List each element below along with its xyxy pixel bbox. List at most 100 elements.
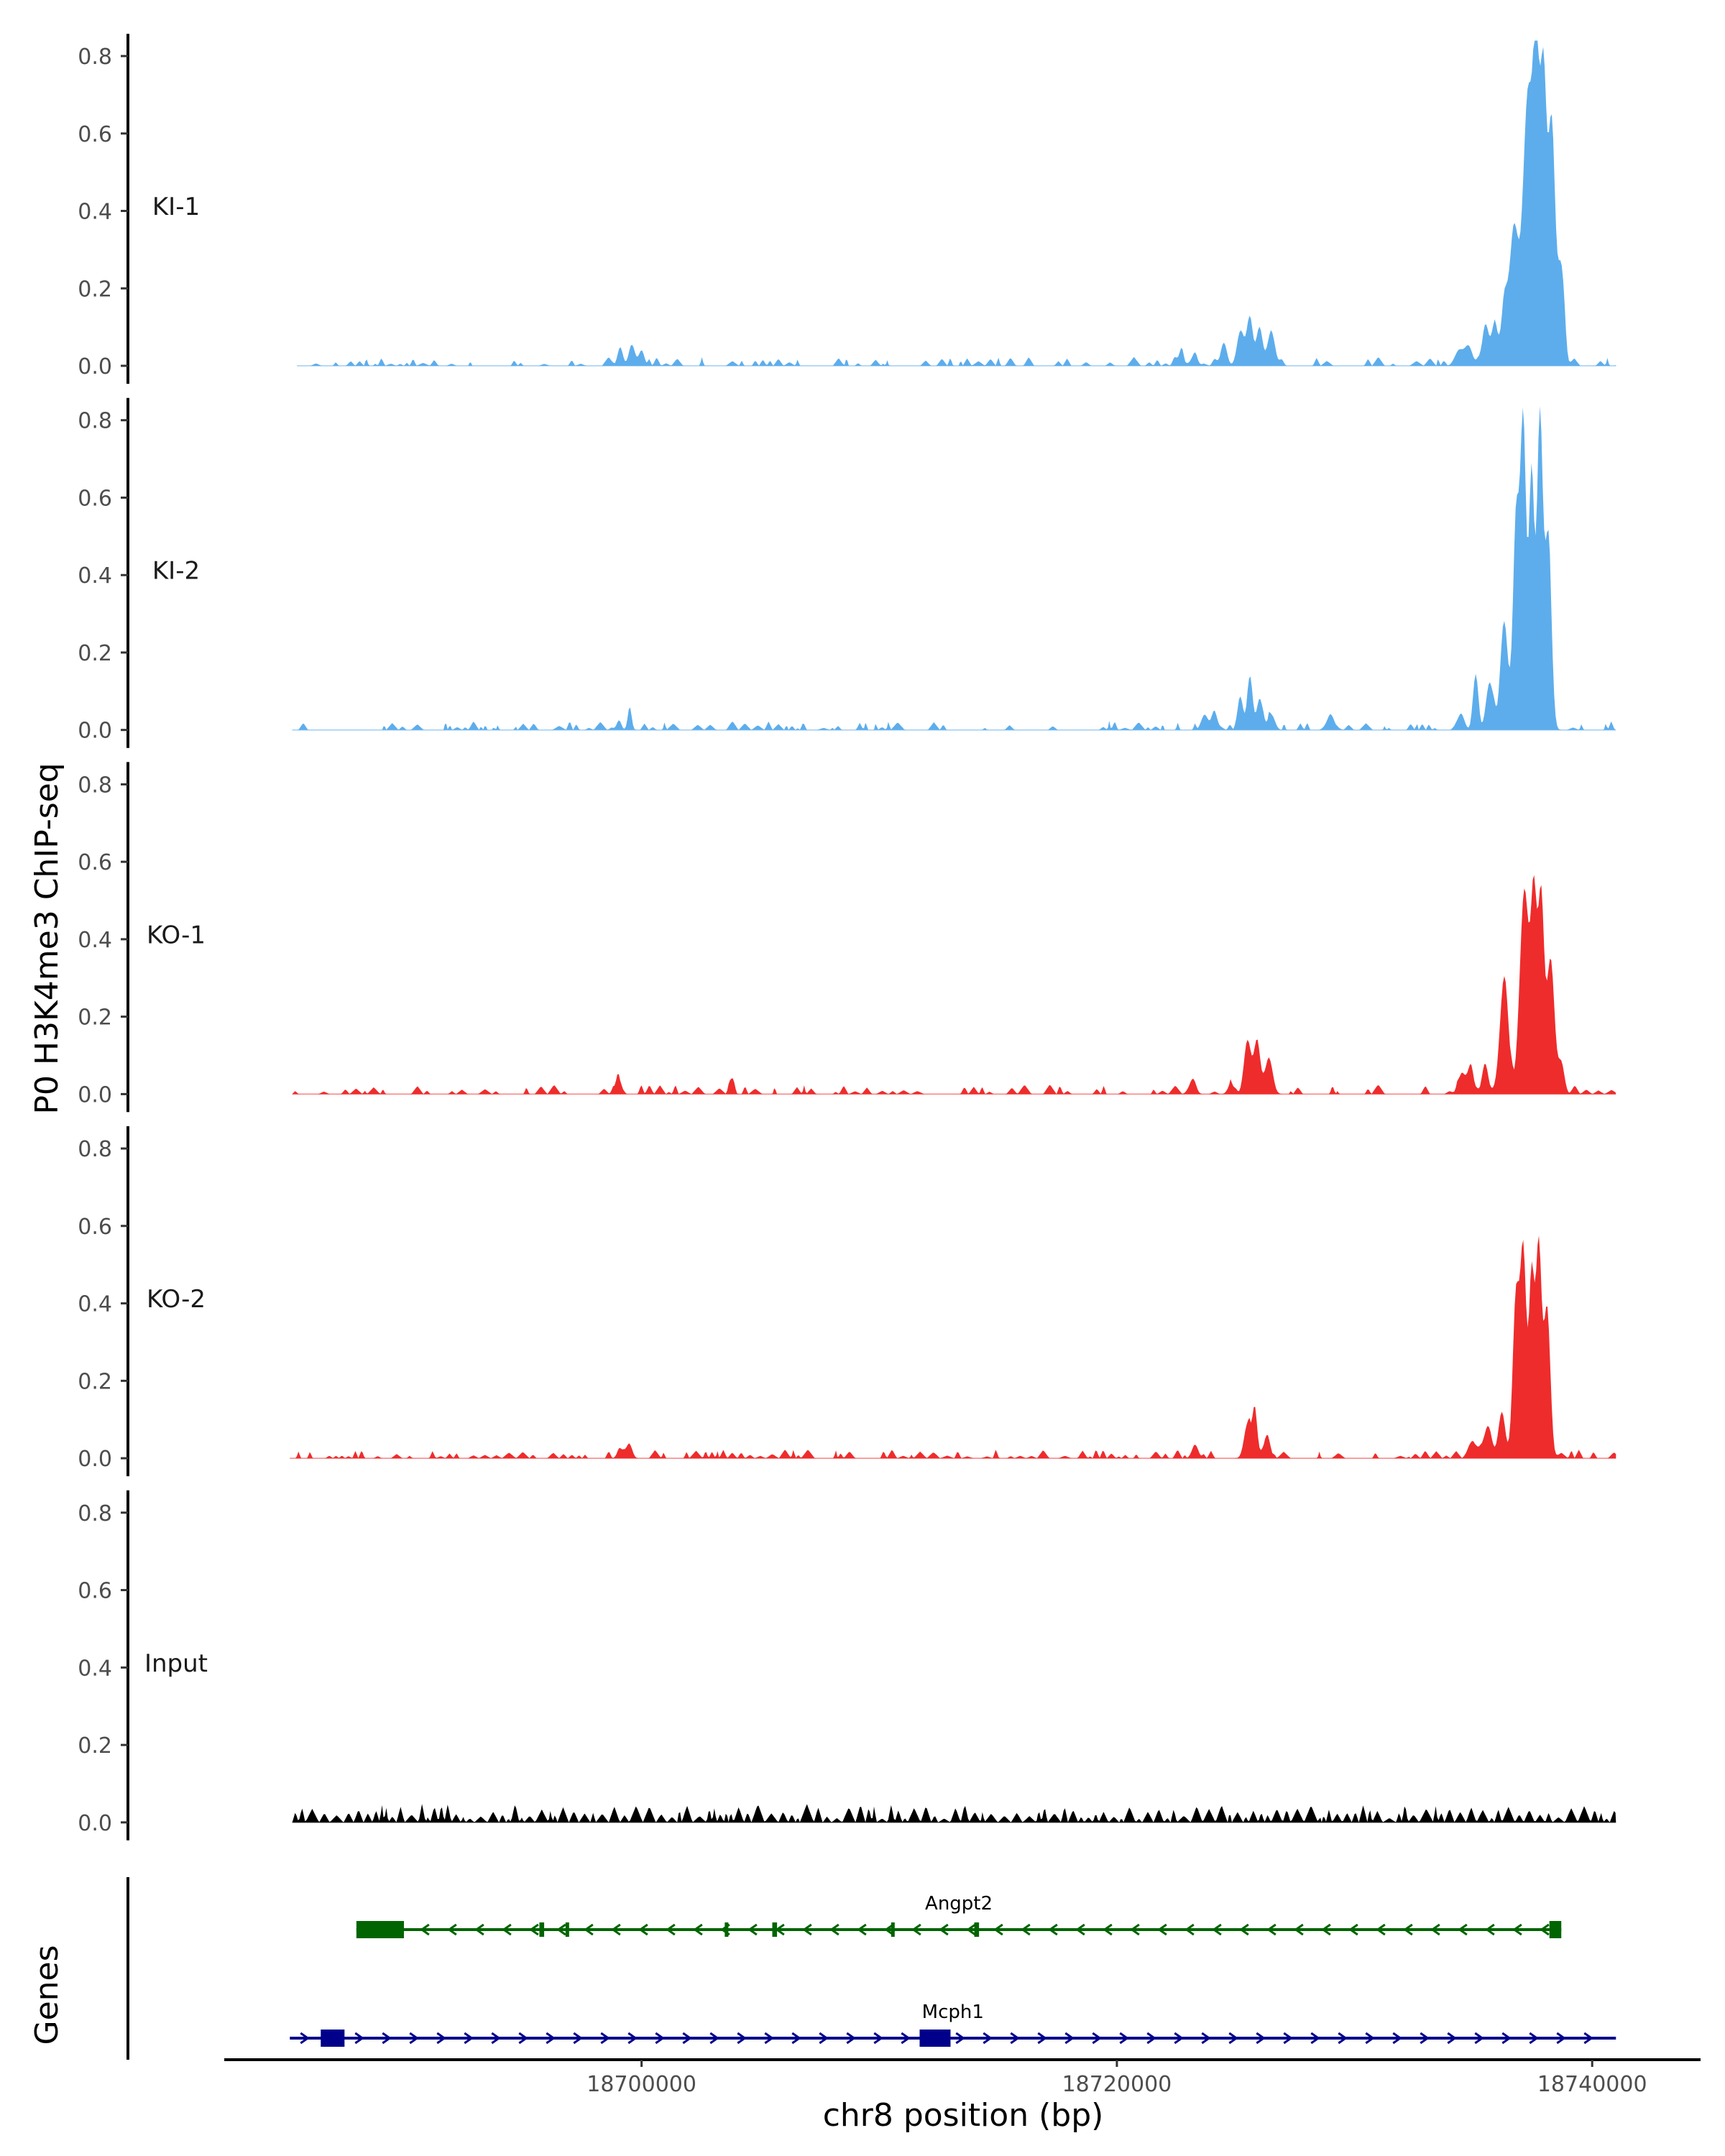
strand-arrow	[1556, 2032, 1566, 2045]
exon	[974, 1922, 980, 1937]
gene-name-label: Angpt2	[925, 1893, 993, 1915]
exon	[539, 1922, 545, 1937]
strand-arrow	[1157, 1923, 1167, 1936]
strand-arrow	[764, 2032, 774, 2045]
strand-arrow	[1529, 2032, 1539, 2045]
strand-arrow	[1430, 1923, 1440, 1936]
strand-arrow	[983, 2032, 993, 2045]
strand-arrow	[655, 2032, 665, 2045]
y-tick-label: 0.6	[78, 850, 112, 875]
exon	[891, 1922, 895, 1937]
strand-arrow	[584, 1923, 594, 1936]
gene-angpt2: Angpt2	[356, 1893, 1562, 1938]
strand-arrow	[1021, 1923, 1031, 1936]
strand-arrow	[1283, 2032, 1293, 2045]
strand-arrow	[1294, 1923, 1304, 1936]
strand-arrow	[993, 1923, 1003, 1936]
strand-arrow	[420, 1923, 430, 1936]
strand-arrow	[518, 2032, 528, 2045]
strand-arrow	[901, 2032, 911, 2045]
strand-arrow	[911, 1923, 921, 1936]
strand-arrow	[1201, 2032, 1211, 2045]
strand-arrow	[1376, 1923, 1386, 1936]
genes-axis-title: Genes	[29, 1945, 65, 2045]
track-name-label: KO-2	[147, 1285, 206, 1314]
exon	[724, 1922, 729, 1937]
strand-arrow	[1119, 2032, 1129, 2045]
exon	[772, 1922, 778, 1937]
y-tick-label: 0.6	[78, 486, 112, 511]
y-tick-label: 0.4	[78, 1292, 112, 1317]
strand-arrow	[529, 1923, 539, 1936]
strand-arrow	[1103, 1923, 1113, 1936]
strand-arrow	[447, 1923, 457, 1936]
y-tick-label: 0.6	[78, 1579, 112, 1604]
strand-arrow	[1256, 2032, 1266, 2045]
strand-arrow	[791, 2032, 801, 2045]
strand-arrow	[1174, 2032, 1184, 2045]
strand-arrow	[857, 1923, 867, 1936]
y-tick-label: 0.2	[78, 1733, 112, 1759]
strand-arrow	[1075, 1923, 1085, 1936]
strand-arrow	[1048, 1923, 1058, 1936]
signal-tracks: 0.00.20.40.60.8KI-10.00.20.40.60.8KI-20.…	[78, 34, 1616, 1841]
exon	[321, 2030, 345, 2047]
strand-arrow	[1146, 2032, 1156, 2045]
y-tick-label: 0.8	[78, 409, 112, 434]
strand-arrow	[819, 2032, 829, 2045]
y-tick-label: 0.8	[78, 1137, 112, 1162]
y-axis-title-group: P0 H3K4me3 ChIP-seq	[29, 763, 65, 1114]
strand-arrow	[1348, 1923, 1358, 1936]
strand-arrow	[1064, 2032, 1075, 2045]
strand-arrow	[693, 1923, 703, 1936]
strand-arrow	[1403, 1923, 1413, 1936]
strand-arrow	[1392, 2032, 1402, 2045]
track-name-label: KO-1	[147, 921, 206, 949]
strand-arrow	[1184, 1923, 1195, 1936]
gene-mcph1: Mcph1	[290, 2001, 1616, 2047]
strand-arrow	[611, 1923, 621, 1936]
strand-arrow	[1420, 2032, 1430, 2045]
strand-arrow	[709, 2032, 719, 2045]
strand-arrow	[382, 2032, 392, 2045]
track-name-label: KI-2	[152, 557, 200, 586]
y-tick-label: 0.0	[78, 1082, 112, 1107]
strand-arrow	[884, 1923, 894, 1936]
y-tick-label: 0.2	[78, 641, 112, 666]
strand-arrow	[1512, 1923, 1522, 1936]
strand-arrow	[464, 2032, 474, 2045]
strand-arrow	[1239, 1923, 1249, 1936]
x-tick-label: 18720000	[1062, 2072, 1172, 2097]
strand-arrow	[409, 2032, 419, 2045]
strand-arrow	[1321, 1923, 1331, 1936]
y-tick-label: 0.8	[78, 1501, 112, 1526]
strand-arrow	[300, 2032, 310, 2045]
strand-arrow	[638, 1923, 648, 1936]
strand-arrow	[546, 2032, 556, 2045]
strand-arrow	[1501, 2032, 1512, 2045]
strand-arrow	[1092, 2032, 1102, 2045]
track-ko-2: 0.0 0.2 0.4 0.6 0.8 KO-2	[78, 1126, 1616, 1477]
y-axis-title: P0 H3K4me3 ChIP-seq	[29, 763, 65, 1114]
strand-arrow	[1583, 2032, 1593, 2045]
track-ko-1: 0.0 0.2 0.4 0.6 0.8 KO-1	[78, 762, 1616, 1112]
strand-arrow	[1212, 1923, 1222, 1936]
signal-area-ki-1	[297, 40, 1616, 366]
strand-arrow	[1228, 2032, 1238, 2045]
strand-arrow	[1474, 2032, 1484, 2045]
exon	[565, 1922, 569, 1937]
strand-arrow	[1266, 1923, 1276, 1936]
strand-arrow	[955, 2032, 965, 2045]
strand-arrow	[1540, 1923, 1550, 1936]
strand-arrow	[748, 1923, 758, 1936]
exon	[356, 1921, 404, 1938]
strand-arrow	[502, 1923, 512, 1936]
strand-arrow	[1447, 2032, 1457, 2045]
signal-area-ko-2	[290, 1235, 1616, 1459]
y-tick-label: 0.2	[78, 1005, 112, 1031]
y-tick-label: 0.2	[78, 277, 112, 302]
strand-arrow	[666, 1923, 676, 1936]
strand-arrow	[354, 2032, 364, 2045]
strand-arrow	[966, 1923, 976, 1936]
genes-panel: Genes Angpt2 Mcph1	[29, 1877, 1616, 2060]
